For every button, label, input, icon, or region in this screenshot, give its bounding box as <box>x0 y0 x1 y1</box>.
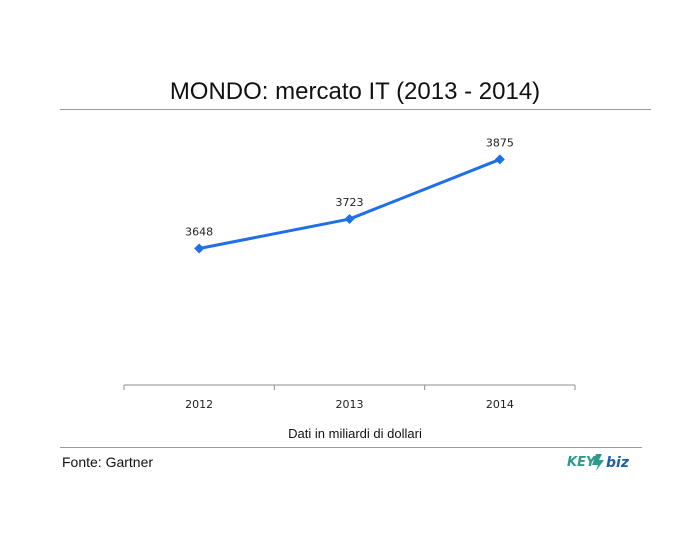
svg-text:biz: biz <box>606 455 630 471</box>
source-note: Fonte: Gartner <box>62 454 154 470</box>
data-point-marker <box>344 214 355 225</box>
data-label: 3875 <box>486 136 514 149</box>
key4biz-logo-icon: KEY biz <box>567 454 630 471</box>
data-labels: 3648 3723 3875 <box>185 136 514 238</box>
series-layer <box>194 154 505 254</box>
data-label: 3648 <box>185 225 213 238</box>
data-point-marker <box>194 243 205 254</box>
data-point-marker <box>494 154 505 165</box>
x-tick-label: 2012 <box>185 398 213 411</box>
chart-title: MONDO: mercato IT (2013 - 2014) <box>169 78 541 105</box>
svg-text:KEY: KEY <box>567 455 597 470</box>
data-label: 3723 <box>336 196 364 209</box>
title-divider <box>60 109 651 110</box>
footer-divider <box>60 447 642 448</box>
x-axis: 2012 2013 2014 <box>123 384 576 411</box>
x-tick-label: 2014 <box>486 398 514 411</box>
x-tick-label: 2013 <box>336 398 364 411</box>
x-axis-caption: Dati in miliardi di dollari <box>288 426 422 441</box>
